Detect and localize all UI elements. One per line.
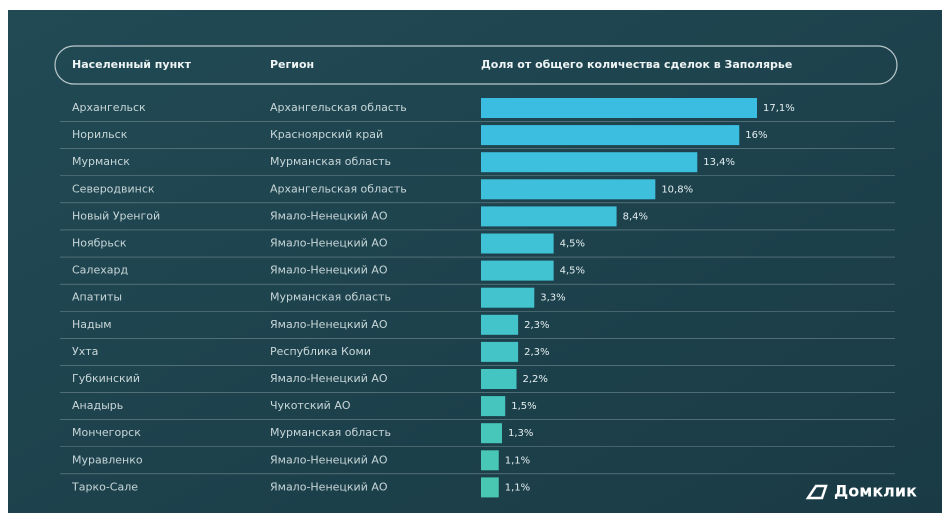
bar xyxy=(481,396,506,417)
value-label: 17,1% xyxy=(763,103,795,114)
city-name: Норильск xyxy=(72,128,128,141)
value-label: 2,3% xyxy=(524,320,549,331)
city-name: Тарко-Сале xyxy=(71,480,138,493)
region-name: Ямало-Ненецкий АО xyxy=(270,372,388,385)
region-name: Чукотский АО xyxy=(270,399,351,412)
value-label: 3,3% xyxy=(540,293,565,304)
city-name: Апатиты xyxy=(72,291,122,304)
panel xyxy=(8,10,942,513)
region-name: Красноярский край xyxy=(270,128,383,141)
header-frame xyxy=(54,45,898,85)
value-label: 2,2% xyxy=(523,374,548,385)
header-share: Доля от общего количества сделок в Запол… xyxy=(481,58,792,71)
bar xyxy=(481,98,757,118)
city-name: Анадырь xyxy=(72,399,123,412)
bar xyxy=(481,287,535,308)
value-label: 1,3% xyxy=(508,428,533,439)
city-name: Архангельск xyxy=(72,101,146,114)
bar xyxy=(481,477,499,498)
bar xyxy=(481,206,617,227)
city-name: Надым xyxy=(72,318,112,331)
region-name: Мурманская область xyxy=(270,291,391,304)
city-name: Ухта xyxy=(72,345,98,358)
region-name: Ямало-Ненецкий АО xyxy=(270,318,388,331)
header-city: Населенный пункт xyxy=(72,58,192,71)
value-label: 8,4% xyxy=(623,211,648,222)
value-label: 1,1% xyxy=(505,455,530,466)
bar xyxy=(481,233,554,254)
region-name: Архангельская область xyxy=(270,182,407,195)
logo-icon xyxy=(805,484,828,500)
city-name: Северодвинск xyxy=(72,182,155,195)
bar xyxy=(481,260,554,281)
city-name: Салехард xyxy=(72,264,128,277)
city-name: Новый Уренгой xyxy=(72,209,160,222)
value-label: 2,3% xyxy=(524,347,549,358)
brand-logo: Домклик xyxy=(805,482,917,501)
bar xyxy=(481,341,519,362)
value-label: 1,1% xyxy=(505,482,530,493)
value-label: 13,4% xyxy=(703,157,735,168)
region-name: Ямало-Ненецкий АО xyxy=(270,264,388,277)
region-name: Ямало-Ненецкий АО xyxy=(270,237,388,250)
bar xyxy=(481,423,502,444)
region-name: Мурманская область xyxy=(270,155,391,168)
bar xyxy=(481,179,656,200)
region-name: Ямало-Ненецкий АО xyxy=(270,453,388,466)
bar xyxy=(481,152,698,173)
value-label: 1,5% xyxy=(511,401,536,412)
value-label: 4,5% xyxy=(560,239,585,250)
value-label: 16% xyxy=(745,130,767,141)
bar xyxy=(481,369,517,389)
region-name: Ямало-Ненецкий АО xyxy=(270,209,388,222)
city-name: Муравленко xyxy=(72,453,143,466)
city-name: Губкинский xyxy=(72,372,140,385)
value-label: 4,5% xyxy=(560,266,585,277)
city-name: Ноябрьск xyxy=(72,237,127,250)
bar xyxy=(481,450,499,471)
city-name: Мурманск xyxy=(72,155,130,168)
bar xyxy=(481,125,740,146)
header-region: Регион xyxy=(270,58,314,71)
region-name: Архангельская область xyxy=(270,101,407,114)
brand-name: Домклик xyxy=(834,482,917,501)
bar xyxy=(481,314,519,335)
region-name: Ямало-Ненецкий АО xyxy=(270,480,388,493)
region-name: Республика Коми xyxy=(270,345,371,358)
city-name: Мончегорск xyxy=(72,426,141,439)
region-name: Мурманская область xyxy=(270,426,391,439)
value-label: 10,8% xyxy=(661,184,693,195)
